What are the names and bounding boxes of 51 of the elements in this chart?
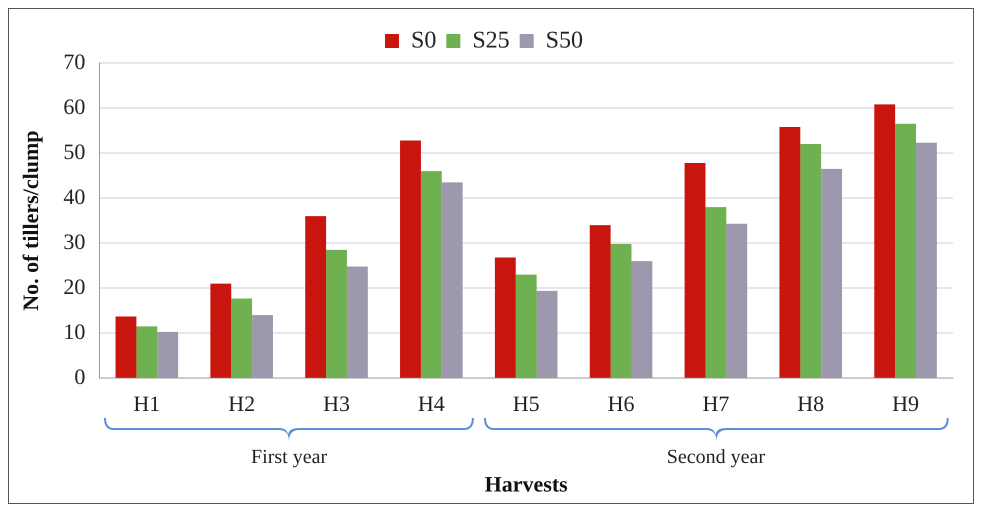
bar	[116, 316, 136, 378]
bar	[800, 144, 822, 378]
bar	[400, 140, 421, 378]
bar	[705, 207, 726, 378]
x-tick-label: H7	[702, 391, 730, 416]
bar	[631, 261, 652, 378]
y-tick-label: 30	[63, 228, 86, 254]
x-tick-label: H3	[323, 391, 350, 416]
bar	[536, 290, 558, 378]
y-tick-label: 0	[74, 364, 86, 389]
bar	[610, 244, 632, 378]
bar	[210, 284, 232, 378]
legend-label: S50	[546, 27, 584, 54]
bar	[346, 266, 368, 378]
bar	[916, 142, 937, 378]
text: First year	[250, 446, 328, 470]
x-tick-label: H1	[133, 391, 160, 416]
bar	[442, 182, 463, 378]
bar	[494, 258, 516, 378]
bar	[874, 104, 896, 378]
text: Second year	[666, 446, 766, 470]
legend-label: S25	[472, 27, 510, 54]
x-tick-label: H2	[228, 391, 256, 416]
bar	[684, 162, 706, 378]
bar	[895, 124, 916, 378]
y-tick-label: 70	[63, 48, 86, 74]
bar	[305, 216, 326, 378]
x-tick-label: H6	[608, 391, 634, 416]
legend-label: S0	[410, 27, 436, 54]
bar	[231, 298, 252, 378]
bar	[326, 250, 347, 378]
bar	[420, 171, 442, 378]
y-tick-label: 60	[63, 94, 86, 119]
y-tick-label: 10	[63, 318, 86, 344]
bar	[821, 168, 842, 378]
y-axis-title: No. of tillers/clump	[18, 130, 43, 311]
x-tick-label: H8	[797, 391, 824, 416]
bar	[726, 224, 748, 378]
x-axis-title: Harvests	[484, 471, 568, 496]
x-tick-label: H9	[892, 391, 920, 416]
x-tick-label: H4	[418, 391, 445, 416]
bar	[157, 332, 178, 378]
bar	[252, 315, 273, 378]
bar	[136, 326, 158, 378]
y-tick-label: 40	[63, 184, 86, 209]
bar	[516, 274, 537, 378]
bar	[590, 225, 611, 378]
y-tick-label: 50	[63, 138, 86, 164]
x-tick-label: H5	[512, 391, 540, 416]
bar	[779, 126, 800, 378]
y-tick-label: 20	[63, 274, 86, 299]
